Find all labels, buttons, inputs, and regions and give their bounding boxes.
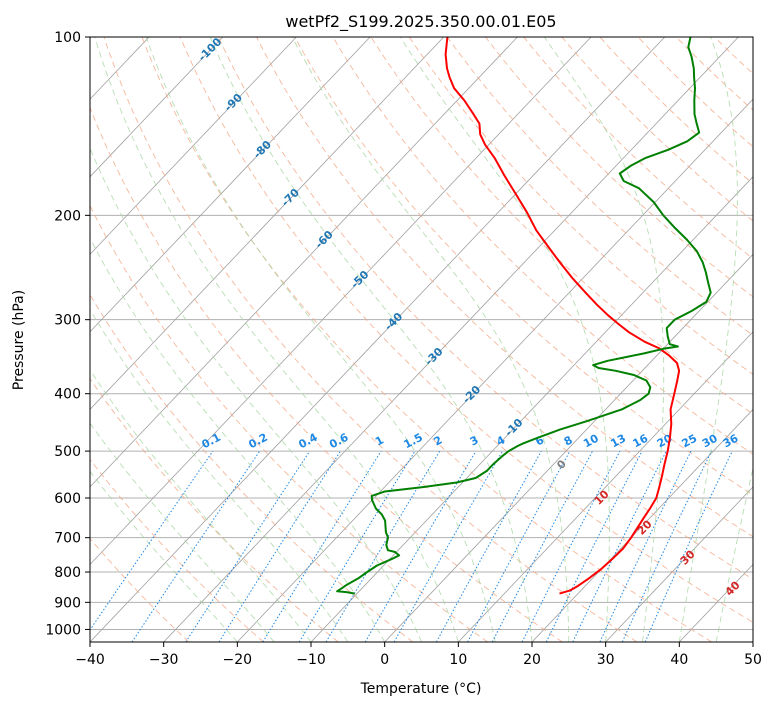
mixing-ratio-line <box>491 450 594 642</box>
isotherm <box>90 37 297 255</box>
x-tick-label: 50 <box>744 652 762 668</box>
y-tick-label: 200 <box>54 208 81 224</box>
isotherm <box>458 331 753 642</box>
y-axis: 100 200 300 400 500 600 700 800 900 1000 <box>45 30 90 638</box>
moist-adiabat <box>90 147 422 642</box>
isotherm <box>90 37 518 488</box>
y-tick-label: 600 <box>54 491 81 507</box>
isotherm <box>605 486 753 642</box>
moist-adiabat <box>678 37 738 642</box>
mixing-ratio-label: 25 <box>680 432 700 451</box>
isotherm <box>90 37 445 410</box>
mixing-ratio-line <box>435 450 542 642</box>
moist-adiabat <box>209 37 533 642</box>
mixing-ratio-line <box>521 450 621 642</box>
x-tick-label: 20 <box>523 652 541 668</box>
moist-adiabat <box>291 37 570 642</box>
moist-adiabat <box>90 369 312 642</box>
mixing-ratio-line <box>90 450 214 631</box>
temperature-profile <box>444 37 681 595</box>
chart-title: wetPf2_S199.2025.350.00.01.E05 <box>285 12 556 32</box>
background-lines <box>0 37 753 642</box>
x-axis-label: Temperature (°C) <box>360 681 482 697</box>
isotherm <box>163 37 739 642</box>
dry-adiabat <box>90 458 264 642</box>
y-tick-label: 500 <box>54 444 81 460</box>
y-tick-label: 400 <box>54 387 81 403</box>
dry-adiabat <box>332 37 753 455</box>
x-tick-label: −20 <box>223 652 253 668</box>
moist-adiabat <box>90 308 349 642</box>
isotherm <box>90 37 592 566</box>
mixing-ratio-line <box>644 450 733 642</box>
mixing-ratio-line <box>599 450 692 642</box>
x-tick-label: 30 <box>597 652 615 668</box>
dry-adiabat <box>217 37 753 580</box>
y-tick-label: 1000 <box>45 622 81 638</box>
mixing-ratio-line <box>467 450 571 642</box>
mixing-ratio-line <box>545 450 643 642</box>
isotherm <box>90 37 371 333</box>
y-tick-label: 700 <box>54 531 81 547</box>
mixing-ratio-label: 13 <box>608 432 628 451</box>
mixing-ratio-line <box>218 450 341 642</box>
isotherm <box>384 253 753 642</box>
y-axis-label: Pressure (hPa) <box>11 290 27 390</box>
mixing-ratio-line <box>393 450 503 642</box>
isotherm <box>90 37 224 178</box>
moist-adiabat <box>715 466 753 642</box>
x-tick-label: −10 <box>296 652 326 668</box>
dry-adiabat <box>90 106 563 642</box>
dry-adiabat <box>141 37 712 642</box>
profiles <box>336 37 712 595</box>
dry-adiabat <box>90 204 488 642</box>
dry-adiabat <box>370 37 753 415</box>
dry-adiabat <box>179 37 753 623</box>
x-tick-label: −40 <box>75 652 105 668</box>
mixing-ratio-label: 10 <box>581 432 601 451</box>
dry-adiabat <box>408 37 753 375</box>
moist-adiabat <box>90 237 386 642</box>
moist-adiabat <box>94 37 459 642</box>
dry-adiabat <box>256 37 753 538</box>
moist-adiabat <box>90 422 275 642</box>
dewpoint-profile <box>336 37 712 595</box>
dry-adiabat <box>90 537 190 642</box>
mixing-ratio-line <box>185 450 311 642</box>
y-tick-label: 900 <box>54 595 81 611</box>
isotherm <box>237 98 753 642</box>
dry-adiabat <box>90 293 414 642</box>
x-axis: −40 −30 −20 −10 0 10 20 30 40 50 <box>75 642 762 668</box>
isotherm <box>752 641 753 642</box>
isotherm <box>0 37 2 642</box>
mixing-ratio-line <box>131 450 261 642</box>
dry-adiabat <box>752 37 753 38</box>
moist-adiabat <box>90 470 238 642</box>
y-tick-label: 300 <box>54 313 81 329</box>
mixing-ratio-line <box>621 450 712 642</box>
moist-adiabat <box>145 37 496 642</box>
y-tick-label: 100 <box>54 30 81 46</box>
x-tick-label: 10 <box>449 652 467 668</box>
mixing-ratio-label: 36 <box>721 432 741 451</box>
y-tick-label: 800 <box>54 565 81 581</box>
mixing-ratio-line <box>262 450 382 642</box>
dry-adiabat <box>446 37 753 336</box>
x-tick-label: 40 <box>670 652 688 668</box>
dry-adiabat <box>294 37 753 496</box>
mixing-ratio-label: 16 <box>631 432 651 451</box>
mixing-ratio-line <box>325 450 441 642</box>
plot-frame <box>89 36 754 643</box>
mixing-ratio-line <box>298 450 416 642</box>
x-tick-label: 0 <box>380 652 389 668</box>
x-tick-label: −30 <box>149 652 179 668</box>
plot-area <box>90 37 753 642</box>
mixing-ratio-label: 30 <box>700 432 720 451</box>
moist-adiabat <box>399 37 610 642</box>
